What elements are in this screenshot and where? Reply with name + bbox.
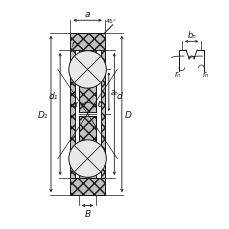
Text: D₁: D₁ [38, 110, 48, 119]
Text: r: r [71, 40, 74, 49]
Circle shape [68, 140, 106, 177]
Text: α: α [97, 100, 102, 109]
Text: d: d [116, 92, 121, 101]
Text: rₙ: rₙ [174, 70, 180, 79]
Polygon shape [79, 116, 96, 178]
Text: d₁: d₁ [49, 92, 58, 101]
Polygon shape [100, 50, 104, 179]
Circle shape [68, 52, 106, 89]
Polygon shape [70, 34, 104, 50]
Text: 45°: 45° [106, 19, 117, 24]
Text: aₙ: aₙ [111, 88, 118, 97]
Text: r: r [97, 99, 100, 108]
Polygon shape [79, 51, 96, 113]
Text: bₙ: bₙ [186, 31, 195, 40]
Text: B: B [84, 209, 90, 218]
Text: D: D [124, 110, 131, 119]
Text: a: a [85, 9, 90, 19]
Text: α: α [72, 100, 77, 109]
Polygon shape [70, 50, 74, 179]
Text: rₙ: rₙ [201, 70, 207, 79]
Polygon shape [70, 179, 104, 195]
